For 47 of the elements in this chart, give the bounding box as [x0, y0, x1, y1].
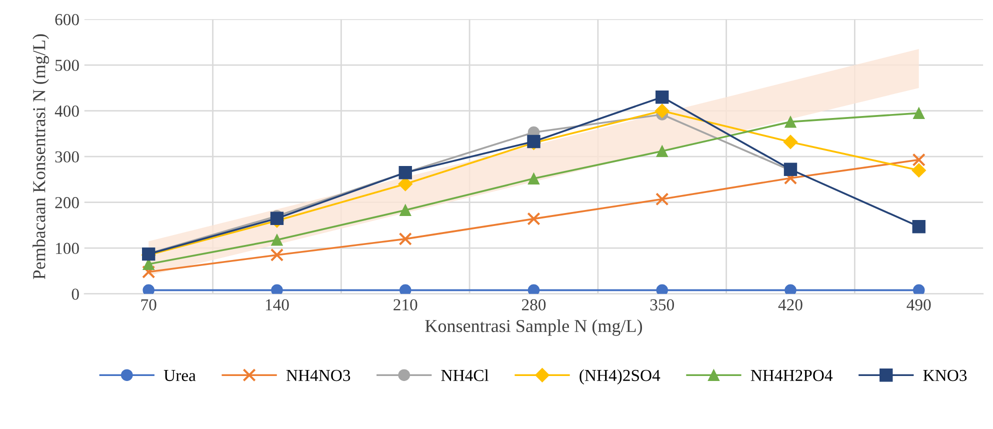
legend-label: (NH4)2SO4	[580, 369, 660, 384]
legend-label: NH4H2PO4	[750, 370, 833, 382]
x-tick-label: 280	[522, 299, 546, 310]
point	[912, 153, 926, 166]
point	[398, 232, 412, 246]
legend-label: Urea	[164, 370, 196, 382]
point	[527, 212, 540, 226]
x-tick-label: 490	[906, 299, 931, 310]
point	[656, 284, 668, 294]
point	[528, 172, 540, 184]
point	[142, 284, 154, 294]
y-tick-label: 400	[54, 106, 79, 117]
legend-label: KNO3	[923, 370, 967, 382]
point	[656, 90, 669, 104]
x-tick-label: 70	[141, 299, 156, 310]
legend-label: NH4Cl	[441, 369, 489, 382]
point	[912, 107, 925, 120]
point	[912, 284, 925, 294]
point	[784, 284, 796, 294]
point	[656, 192, 669, 206]
point	[784, 116, 796, 128]
x-tick-label: 140	[266, 299, 289, 310]
x-axis-title: Konsentrasi Sample N (mg/L)	[425, 319, 642, 336]
y-tick-label: 200	[55, 197, 79, 208]
point	[912, 163, 926, 178]
point	[912, 220, 926, 234]
x-tick-label: 420	[778, 299, 802, 310]
y-tick-label: 600	[55, 14, 79, 26]
point	[656, 145, 668, 157]
x-tick-label: 350	[650, 299, 674, 310]
point	[399, 204, 412, 216]
legend-label: NH4NO3	[286, 370, 350, 382]
point	[271, 284, 283, 294]
point	[142, 265, 156, 278]
point	[528, 284, 540, 294]
x-tick-label: 210	[394, 299, 418, 310]
point	[783, 134, 798, 150]
point	[270, 212, 284, 225]
y-tick-label: 0	[72, 288, 79, 300]
point	[270, 248, 284, 262]
y-tick-label: 100	[56, 242, 79, 254]
point	[399, 284, 412, 294]
point	[654, 104, 670, 118]
y-tick-label: 300	[55, 151, 79, 163]
y-axis-title: Pembacaan Konsentrasi N (mg/L)	[32, 34, 49, 280]
y-tick-label: 500	[56, 60, 79, 72]
point	[271, 234, 283, 246]
